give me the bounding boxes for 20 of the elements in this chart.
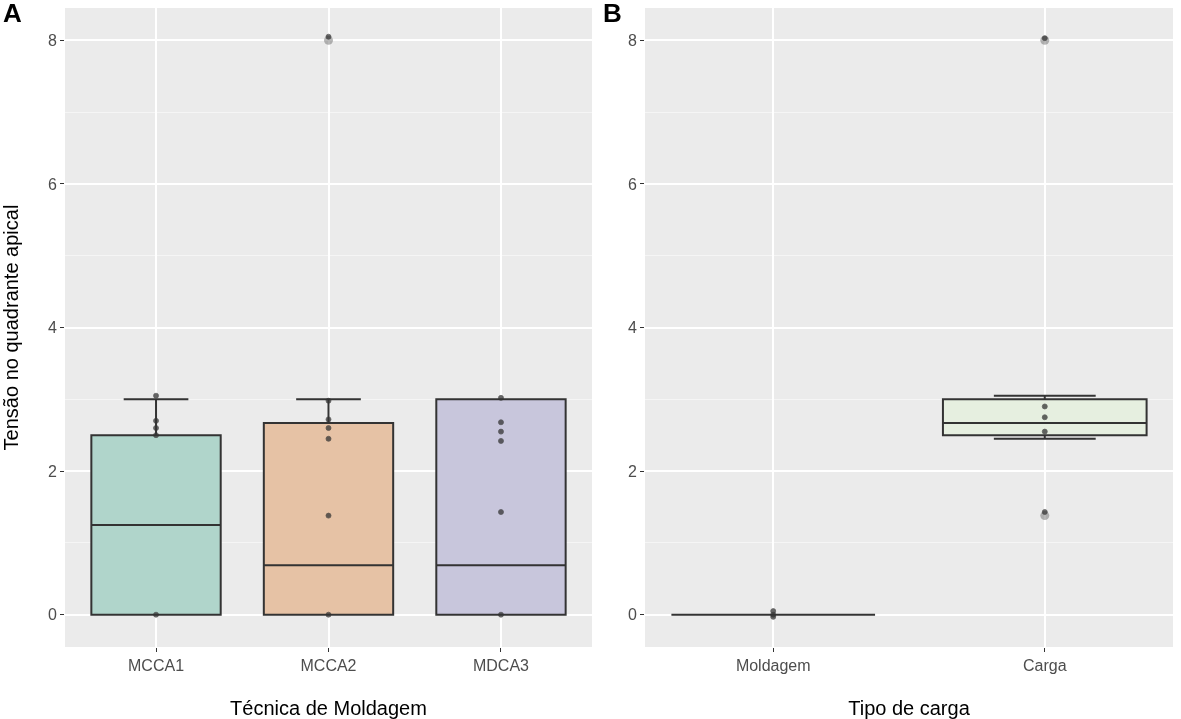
y-tick-label: 4 (627, 319, 637, 337)
y-tick-label: 2 (627, 462, 637, 480)
y-tick-label: 8 (47, 31, 57, 49)
x-tick-label: MCCA2 (300, 657, 357, 675)
y-tick-label: 0 (627, 606, 637, 624)
chart-title: B (602, 0, 622, 28)
x-axis-title: Técnica de Moldagem (230, 697, 427, 719)
x-tick-label: MCCA1 (128, 657, 185, 675)
y-axis-title: Tensão no quadrante apical (0, 204, 22, 451)
y-tick-label: 8 (627, 31, 637, 49)
y-tick-label: 6 (47, 175, 57, 193)
x-tick-label: Carga (1022, 657, 1067, 675)
y-tick-label: 4 (47, 319, 57, 337)
x-tick-label: MDCA3 (472, 657, 530, 675)
y-tick-label: 0 (47, 606, 57, 624)
y-tick-label: 6 (627, 175, 637, 193)
x-axis-title: Tipo de carga (848, 697, 971, 719)
y-tick-label: 2 (47, 462, 57, 480)
chart-title: A (3, 0, 22, 28)
x-tick-label: Moldagem (735, 657, 811, 675)
